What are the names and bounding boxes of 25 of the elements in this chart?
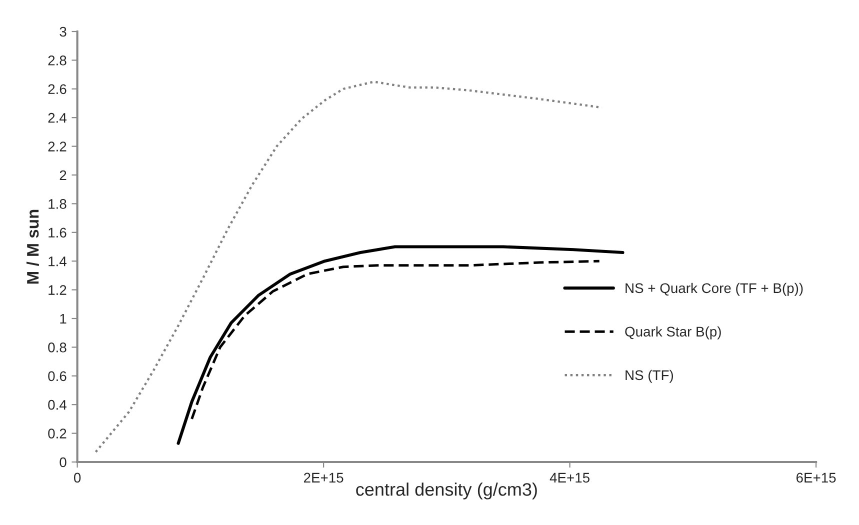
y-axis-title: M / M sun (26, 210, 39, 284)
legend-label: NS + Quark Core (TF + B(p)) (626, 282, 803, 296)
y-tick-label: 0.4 (48, 400, 66, 410)
y-tick-label: 2.4 (48, 112, 66, 123)
y-tick-label: 1.4 (48, 256, 66, 266)
x-tick-label: 0 (74, 472, 81, 483)
y-tick-label: 1.8 (48, 199, 66, 209)
x-axis-title: central density (g/cm3) (356, 482, 537, 500)
y-tick-label: 2.2 (48, 142, 66, 152)
y-tick-label: 0 (60, 457, 66, 468)
y-tick-label: 1.6 (48, 228, 66, 238)
x-tick-label: 2E+15 (304, 472, 344, 483)
x-tick-label: 6E+15 (796, 472, 836, 483)
y-tick-label: 0.2 (48, 428, 66, 438)
y-tick-label: 2.8 (48, 56, 66, 66)
y-tick-label: 3 (60, 26, 66, 37)
y-tick-label: 0.8 (48, 342, 66, 352)
y-tick-label: 2.6 (48, 84, 66, 94)
y-tick-label: 0.6 (48, 371, 66, 382)
y-tick-label: 1.2 (48, 285, 66, 295)
y-tick-label: 1 (60, 314, 66, 324)
y-tick-label: 2 (60, 170, 66, 180)
x-tick-label: 4E+15 (550, 472, 590, 483)
legend-label: NS (TF) (626, 370, 674, 383)
legend-label: Quark Star B(p) (625, 326, 721, 340)
